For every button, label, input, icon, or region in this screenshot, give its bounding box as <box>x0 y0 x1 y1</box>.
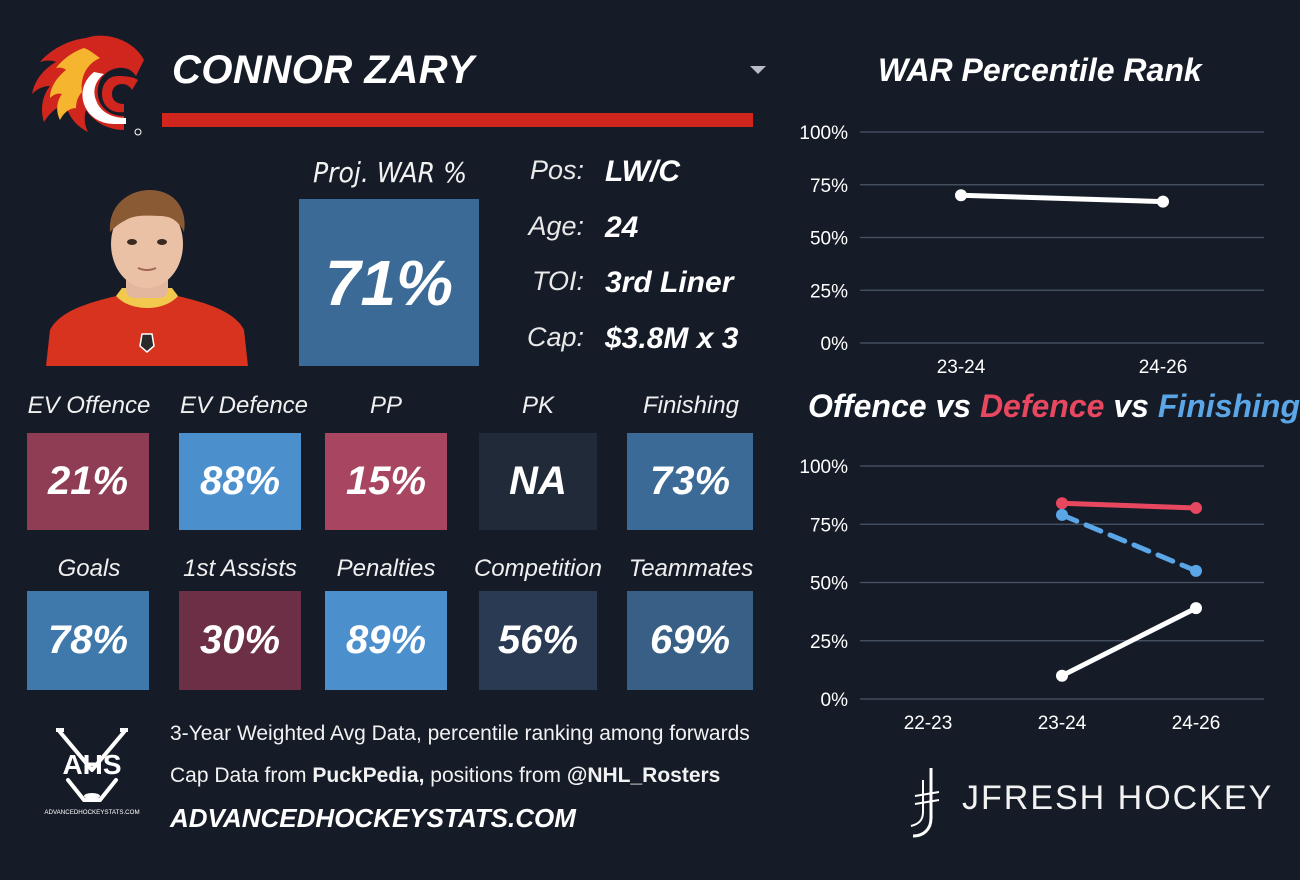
tile-1st-assists: 30% <box>179 591 301 690</box>
title-offence: Offence <box>808 388 927 424</box>
x-tick-label: 23-24 <box>1038 713 1087 734</box>
tile-label-competition: Competition <box>473 555 603 582</box>
data-point <box>1056 497 1068 510</box>
y-tick-label: 0% <box>821 334 849 355</box>
jfresh-brand: JFRESH HOCKEY <box>962 779 1274 817</box>
footer-note-1: 3-Year Weighted Avg Data, percentile ran… <box>170 722 750 745</box>
war-chart-title: WAR Percentile Rank <box>878 52 1202 88</box>
x-tick-label: 23-24 <box>937 357 986 378</box>
tile-label-pp: PP <box>369 392 402 419</box>
team-logo <box>32 35 144 136</box>
data-point <box>1190 564 1202 577</box>
y-tick-label: 100% <box>799 457 848 478</box>
tile-label-finishing: Finishing <box>642 392 740 419</box>
footer-note-2-prefix: Cap Data from <box>170 764 313 787</box>
data-point <box>1056 669 1068 682</box>
y-tick-label: 75% <box>810 176 848 197</box>
y-tick-label: 50% <box>810 229 848 250</box>
tile-label-teammates: Teammates <box>628 555 754 582</box>
tile-label-ev-offence: EV Offence <box>27 392 151 419</box>
war-percentile-svg: 100% 75% 50% 25% 0% 23-24 24-26 <box>799 123 1264 378</box>
ahs-logo: AHS ADVANCEDHOCKEYSTATS.COM <box>44 728 140 816</box>
y-tick-label: 50% <box>810 574 848 595</box>
info-label: Cap: <box>526 322 584 352</box>
tile-label-pk: PK <box>521 392 554 419</box>
tile-ev-offence: 21% <box>27 433 149 530</box>
data-point <box>1190 501 1202 514</box>
jfresh-logo-icon <box>910 768 940 838</box>
series-line <box>1059 500 1199 511</box>
war-percentile-chart: 100% 75% 50% 25% 0% 23-24 24-26 <box>780 100 1280 400</box>
tile-goals: 78% <box>27 591 149 690</box>
puckpedia-credit: PuckPedia, <box>312 764 425 787</box>
info-value: LW/C <box>605 155 680 188</box>
info-row-cap: Cap: $3.8M x 3 <box>500 322 760 362</box>
footer-note-2-mid: positions from <box>424 764 567 787</box>
tile-finishing: 73% <box>627 433 753 530</box>
ovd-svg: 100% 75% 50% 25% 0% 22-23 23-24 24-26 <box>799 457 1264 734</box>
ahs-logo-small-text: ADVANCEDHOCKEYSTATS.COM <box>44 809 139 816</box>
info-row-age: Age: 24 <box>500 211 760 251</box>
y-tick-label: 100% <box>799 123 848 144</box>
title-vs-1: vs <box>926 388 980 424</box>
player-name: CONNOR ZARY <box>172 48 475 92</box>
info-value: $3.8M x 3 <box>605 322 739 355</box>
data-point <box>955 189 967 202</box>
info-value: 24 <box>605 211 639 244</box>
series-line <box>1059 605 1199 679</box>
data-point <box>1056 508 1068 521</box>
data-point <box>1157 195 1169 208</box>
tile-teammates: 69% <box>627 591 753 690</box>
y-tick-label: 25% <box>810 281 848 302</box>
info-label: TOI: <box>531 266 584 296</box>
info-label: Age: <box>528 211 584 241</box>
tile-penalties: 89% <box>325 591 447 690</box>
y-tick-label: 0% <box>821 690 849 711</box>
player-headshot <box>46 186 248 366</box>
proj-war-label: Proj. WAR % <box>312 156 468 189</box>
chevron-down-icon[interactable] <box>750 66 766 74</box>
series-line <box>958 192 1166 205</box>
tile-ev-defence: 88% <box>179 433 301 530</box>
proj-war-value: 71% <box>299 199 479 366</box>
ovd-chart-title: Offence vs Defence vs Finishing <box>808 388 1300 425</box>
tile-label-penalties: Penalties <box>336 555 436 582</box>
offence-defence-finishing-chart: 100% 75% 50% 25% 0% 22-23 23-24 24-26 <box>780 440 1280 750</box>
tile-competition: 56% <box>479 591 597 690</box>
title-defence: Defence <box>979 388 1105 424</box>
tile-label-1st-assists: 1st Assists <box>183 555 297 582</box>
site-url[interactable]: ADVANCEDHOCKEYSTATS.COM <box>170 803 576 833</box>
name-underline <box>162 113 753 127</box>
y-tick-label: 75% <box>810 515 848 536</box>
info-value: 3rd Liner <box>605 266 734 299</box>
info-row-toi: TOI: 3rd Liner <box>500 266 760 306</box>
x-tick-label: 22-23 <box>904 713 953 734</box>
x-tick-label: 24-26 <box>1139 357 1188 378</box>
tile-label-ev-defence: EV Defence <box>179 392 309 419</box>
title-vs-2: vs <box>1104 388 1158 424</box>
data-point <box>1190 602 1202 615</box>
ahs-logo-text: AHS <box>62 749 121 780</box>
tile-label-goals: Goals <box>57 555 121 582</box>
info-row-pos: Pos: LW/C <box>500 155 760 195</box>
title-finishing: Finishing <box>1157 388 1300 424</box>
tile-pp: 15% <box>325 433 447 530</box>
y-tick-label: 25% <box>810 632 848 653</box>
x-tick-label: 24-26 <box>1172 713 1221 734</box>
tile-pk: NA <box>479 433 597 530</box>
info-label: Pos: <box>529 155 584 185</box>
footer-note-2: Cap Data from PuckPedia, positions from … <box>170 764 720 788</box>
nhl-rosters-credit: @NHL_Rosters <box>566 764 721 787</box>
series-line <box>1059 512 1199 574</box>
